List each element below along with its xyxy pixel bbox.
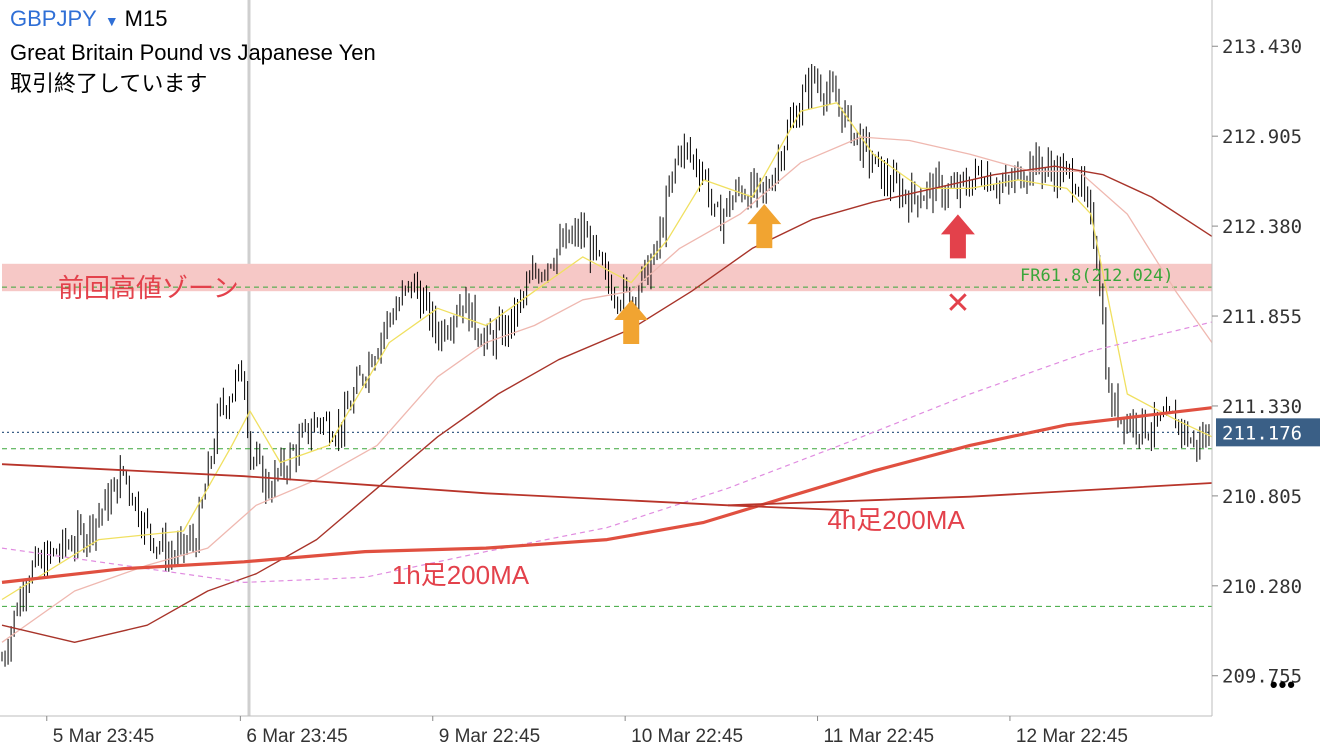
- chart-text-labels: 前回高値ゾーン FR61.8(212.024) 1h足200MA 4h足200M…: [58, 266, 1174, 590]
- ma-line-brown: [1, 165, 1213, 643]
- y-tick-label: 213.430: [1222, 36, 1302, 58]
- ma-line-4h-200MA: [1, 463, 850, 512]
- axes: 213.430 212.905 212.380 211.855 211.330 210.8…: [0, 0, 1302, 747]
- ma-line-4h-200MA-2: [727, 482, 1213, 507]
- up-arrow-icon: [940, 214, 975, 259]
- y-tick-label: 210.805: [1222, 486, 1302, 508]
- cross-icon: ✕: [945, 286, 970, 321]
- annotation-markers: ✕: [614, 204, 975, 345]
- x-tick-label: 10 Mar 22:45: [631, 726, 743, 747]
- y-tick-label: 212.905: [1222, 126, 1302, 148]
- y-tick-label: 211.855: [1222, 306, 1302, 328]
- ma-line-yellow: [1, 102, 1213, 601]
- symbol-name[interactable]: GBPJPY: [10, 6, 97, 31]
- y-tick-label: 211.330: [1222, 396, 1302, 418]
- triangle-down-icon[interactable]: ▼: [104, 13, 119, 29]
- candles: [1, 63, 1213, 667]
- timeframe-label[interactable]: M15: [124, 6, 168, 31]
- horizontal-levels: [2, 286, 1212, 607]
- annotation-4h-200ma: 4h足200MA: [827, 505, 965, 535]
- ma-line-1h-200MA: [1, 406, 1213, 584]
- current-price-label: 211.176: [1222, 422, 1302, 444]
- y-tick-label: 210.280: [1222, 576, 1302, 598]
- ma-line-pink: [1, 136, 1213, 643]
- up-arrow-icon: [747, 204, 782, 249]
- symbol-description: Great Britain Pound vs Japanese Yen: [10, 40, 376, 65]
- up-arrow-icon: [614, 300, 649, 345]
- y-tick-label: 209.755: [1222, 666, 1302, 688]
- x-tick-label: 6 Mar 23:45: [246, 726, 347, 747]
- x-tick-label: 11 Mar 22:45: [824, 726, 935, 747]
- more-menu-icon[interactable]: •••: [1269, 672, 1296, 697]
- y-tick-label: 212.380: [1222, 216, 1302, 238]
- market-status: 取引終了しています: [10, 71, 208, 96]
- zone-label: 前回高値ゾーン: [58, 273, 239, 303]
- annotation-1h-200ma: 1h足200MA: [392, 560, 530, 590]
- current-price-badge: 211.176: [1216, 418, 1320, 447]
- symbol-header[interactable]: GBPJPY ▼ M15: [10, 6, 167, 32]
- x-tick-label: 9 Mar 22:45: [439, 726, 540, 747]
- ma-line-magenta-dash: [1, 321, 1213, 583]
- fib-label: FR61.8(212.024): [1020, 266, 1174, 286]
- x-tick-label: 5 Mar 23:45: [53, 726, 154, 747]
- x-tick-label: 12 Mar 22:45: [1016, 726, 1128, 747]
